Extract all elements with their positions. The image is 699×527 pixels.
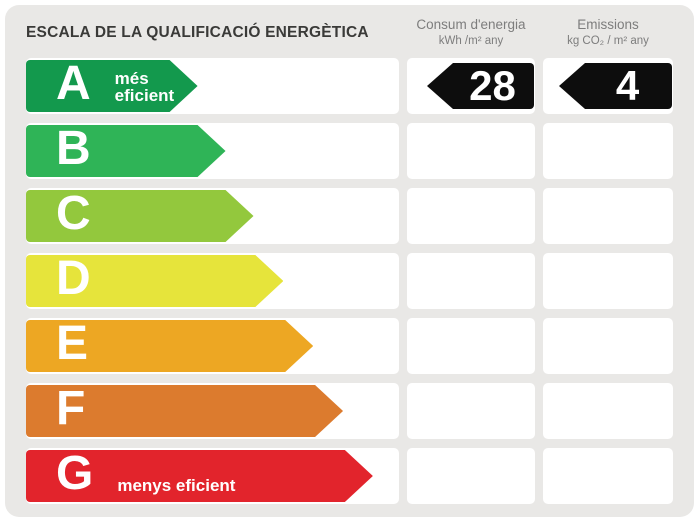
- rating-arrow-a: A més eficient: [26, 60, 198, 112]
- rating-sublabel: més eficient: [114, 69, 175, 105]
- consum-value-arrow: 28: [427, 63, 534, 109]
- rating-track: F: [26, 383, 399, 439]
- emissions-cell: 4: [543, 58, 673, 114]
- energy-rating-panel: ESCALA DE LA QUALIFICACIÓ ENERGÈTICA Con…: [5, 5, 694, 517]
- emissions-cell: [543, 253, 673, 309]
- column-header-consumption-unit: kWh /m² any: [438, 34, 504, 47]
- rating-row: G menys eficient: [26, 448, 673, 504]
- emissions-value: 4: [615, 62, 640, 109]
- rating-row: B: [26, 123, 673, 179]
- rating-letter: C: [56, 187, 91, 240]
- rating-row: C: [26, 188, 673, 244]
- consumption-cell: [407, 448, 535, 504]
- page-title: ESCALA DE LA QUALIFICACIÓ ENERGÈTICA: [26, 23, 369, 41]
- header-row: ESCALA DE LA QUALIFICACIÓ ENERGÈTICA Con…: [26, 5, 673, 58]
- consumption-cell: [407, 253, 535, 309]
- emissions-cell: [543, 123, 673, 179]
- rating-track: D: [26, 253, 399, 309]
- column-header-consumption-title: Consum d'energia: [416, 17, 526, 33]
- rating-letter: B: [56, 122, 91, 175]
- rating-track: G menys eficient: [26, 448, 399, 504]
- consumption-cell: [407, 123, 535, 179]
- emissions-value-arrow: 4: [559, 63, 672, 109]
- rating-arrow-d: D: [26, 255, 283, 307]
- emissions-cell: [543, 383, 673, 439]
- rating-letter: D: [56, 252, 91, 305]
- emissions-cell: [543, 318, 673, 374]
- column-header-consumption: Consum d'energia kWh /m² any: [407, 14, 535, 48]
- consum-value: 28: [469, 62, 516, 109]
- rating-row: E: [26, 318, 673, 374]
- rating-letter: A: [56, 57, 91, 110]
- emissions-cell: [543, 448, 673, 504]
- rating-letter: E: [56, 317, 89, 370]
- consumption-cell: 28: [407, 58, 535, 114]
- rating-arrow-e: E: [26, 320, 313, 372]
- rating-letter: G: [56, 447, 94, 500]
- rating-arrow-f: F: [26, 385, 343, 437]
- rating-row: F: [26, 383, 673, 439]
- consumption-cell: [407, 188, 535, 244]
- consumption-cell: [407, 318, 535, 374]
- rating-track: B: [26, 123, 399, 179]
- emissions-cell: [543, 188, 673, 244]
- rating-track: A més eficient: [26, 58, 399, 114]
- rating-row: D: [26, 253, 673, 309]
- rating-track: E: [26, 318, 399, 374]
- rating-letter: F: [56, 382, 86, 435]
- column-header-emissions-title: Emissions: [577, 17, 639, 33]
- column-header-emissions: Emissions kg CO₂ / m² any: [543, 14, 673, 48]
- consumption-cell: [407, 383, 535, 439]
- rating-arrow-c: C: [26, 190, 254, 242]
- rating-track: C: [26, 188, 399, 244]
- column-header-emissions-unit: kg CO₂ / m² any: [567, 34, 649, 47]
- rating-sublabel: menys eficient: [117, 476, 236, 495]
- rating-arrow-g: G menys eficient: [26, 450, 373, 502]
- rating-row: A més eficient 28 4: [26, 58, 673, 114]
- ratings-rows: A més eficient 28 4 B C D: [26, 58, 673, 504]
- rating-arrow-b: B: [26, 125, 226, 177]
